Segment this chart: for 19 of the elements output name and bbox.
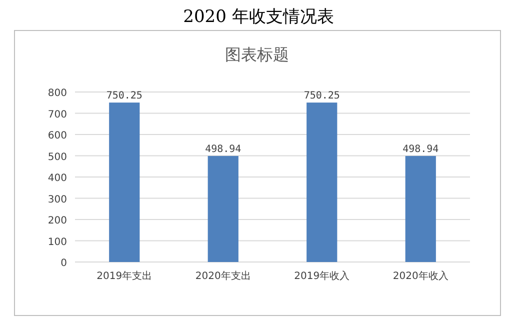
- x-tick-label: 2020年收入: [392, 270, 448, 282]
- y-tick-label: 600: [48, 130, 67, 142]
- y-tick-label: 200: [48, 216, 67, 226]
- data-label: 750.25: [106, 90, 142, 102]
- x-tick-label: 2019年支出: [96, 270, 152, 282]
- data-label: 498.94: [205, 144, 242, 155]
- x-tick-label: 2019年收入: [294, 270, 350, 282]
- chart-subtitle: 图表标题: [225, 45, 289, 64]
- y-tick-label: 100: [48, 236, 67, 248]
- y-tick-label: 700: [48, 109, 67, 120]
- y-tick-label: 400: [48, 173, 67, 184]
- y-tick-label: 800: [48, 88, 67, 99]
- y-tick-label: 0: [60, 258, 67, 269]
- x-tick-label: 2020年支出: [195, 270, 251, 282]
- data-label: 498.94: [402, 144, 439, 155]
- chart-title: 2020 年收支情况表: [183, 7, 334, 27]
- y-tick-label: 500: [48, 152, 67, 163]
- y-tick-label: 300: [48, 194, 67, 206]
- data-label: 750.25: [304, 90, 340, 102]
